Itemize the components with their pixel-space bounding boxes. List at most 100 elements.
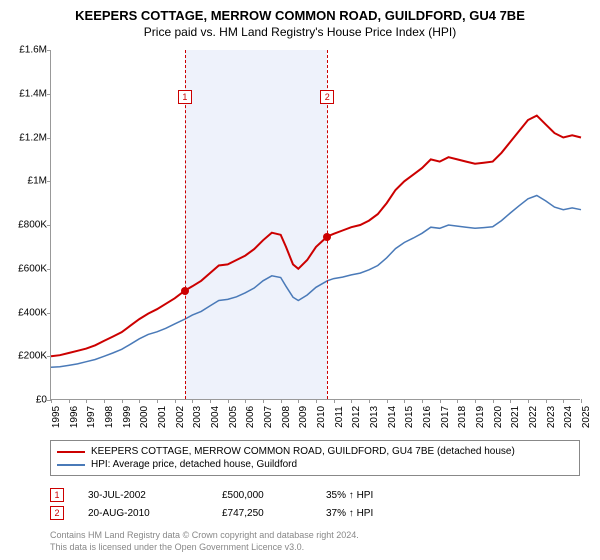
y-axis-tick-label: £800K [18,220,47,231]
sale-diff-vs-hpi: 37% ↑ HPI [326,508,416,519]
sale-price: £500,000 [222,490,302,501]
legend-row: HPI: Average price, detached house, Guil… [57,458,573,471]
y-axis-tick-label: £1.4M [19,88,47,99]
y-axis-tick-label: £1M [28,176,47,187]
x-axis-tick-label: 2024 [563,406,574,428]
x-axis-tick [404,399,405,403]
x-axis-tick [510,399,511,403]
y-axis-tick [47,225,51,226]
footer-line-1: Contains HM Land Registry data © Crown c… [50,530,580,542]
y-axis-tick [47,138,51,139]
x-axis-tick-label: 2016 [422,406,433,428]
x-axis-tick [528,399,529,403]
x-axis-tick-label: 1999 [122,406,133,428]
x-axis-tick [351,399,352,403]
x-axis-tick-label: 2000 [139,406,150,428]
sale-price: £747,250 [222,508,302,519]
legend-box: KEEPERS COTTAGE, MERROW COMMON ROAD, GUI… [50,440,580,476]
x-axis-tick-label: 2015 [404,406,415,428]
line-chart-svg [51,50,580,399]
x-axis-tick [475,399,476,403]
sale-diff-vs-hpi: 35% ↑ HPI [326,490,416,501]
sale-number-badge: 1 [50,488,64,502]
x-axis-tick [69,399,70,403]
x-axis-tick [104,399,105,403]
x-axis-tick-label: 2009 [298,406,309,428]
sale-marker-badge: 1 [178,90,192,104]
x-axis-tick-label: 2004 [210,406,221,428]
x-axis-tick-label: 1996 [69,406,80,428]
legend-label: HPI: Average price, detached house, Guil… [91,459,297,470]
y-axis-tick-label: £1.6M [19,45,47,56]
chart-container: KEEPERS COTTAGE, MERROW COMMON ROAD, GUI… [0,0,600,560]
y-axis-tick-label: £600K [18,263,47,274]
sale-date: 30-JUL-2002 [88,490,198,501]
x-axis-tick-label: 2020 [493,406,504,428]
sale-number-badge: 2 [50,506,64,520]
x-axis-tick-label: 2019 [475,406,486,428]
x-axis-tick-label: 2006 [245,406,256,428]
x-axis-tick [263,399,264,403]
y-axis-tick [47,94,51,95]
y-axis-tick [47,269,51,270]
sale-point-marker [181,287,189,295]
x-axis-tick-label: 2023 [546,406,557,428]
x-axis-tick [228,399,229,403]
y-axis-tick [47,356,51,357]
x-axis-tick-label: 2008 [281,406,292,428]
x-axis-tick [316,399,317,403]
x-axis-tick-label: 2005 [228,406,239,428]
legend-swatch [57,464,85,466]
x-axis-tick [457,399,458,403]
x-axis-tick-label: 2010 [316,406,327,428]
x-axis-tick-label: 2014 [387,406,398,428]
legend-swatch [57,451,85,453]
legend-label: KEEPERS COTTAGE, MERROW COMMON ROAD, GUI… [91,446,515,457]
x-axis-tick-label: 2007 [263,406,274,428]
x-axis-tick [210,399,211,403]
y-axis-tick-label: £200K [18,351,47,362]
x-axis-tick-label: 1998 [104,406,115,428]
sales-table: 1 30-JUL-2002 £500,000 35% ↑ HPI 2 20-AUG-201… [50,486,580,522]
y-axis-tick [47,181,51,182]
x-axis-tick [175,399,176,403]
y-axis-tick-label: £1.2M [19,132,47,143]
title-block: KEEPERS COTTAGE, MERROW COMMON ROAD, GUI… [0,0,600,43]
x-axis-tick [440,399,441,403]
x-axis-tick [422,399,423,403]
legend-row: KEEPERS COTTAGE, MERROW COMMON ROAD, GUI… [57,445,573,458]
sale-row: 2 20-AUG-2010 £747,250 37% ↑ HPI [50,504,580,522]
footer-line-2: This data is licensed under the Open Gov… [50,542,580,554]
x-axis-tick-label: 2022 [528,406,539,428]
x-axis-tick [245,399,246,403]
x-axis-tick [281,399,282,403]
x-axis-tick-label: 2021 [510,406,521,428]
x-axis-tick [546,399,547,403]
series-line-property [51,116,581,357]
x-axis-tick-label: 2025 [581,406,592,428]
series-line-hpi [51,196,581,368]
x-axis-tick-label: 2013 [369,406,380,428]
x-axis-tick-label: 2011 [334,406,345,428]
x-axis-tick-label: 2012 [351,406,362,428]
y-axis-tick [47,313,51,314]
x-axis-tick [387,399,388,403]
x-axis-tick [298,399,299,403]
x-axis-tick-label: 2002 [175,406,186,428]
y-axis-tick [47,50,51,51]
sale-marker-badge: 2 [320,90,334,104]
x-axis-tick-label: 1997 [86,406,97,428]
page-title: KEEPERS COTTAGE, MERROW COMMON ROAD, GUI… [0,8,600,23]
x-axis-tick-label: 2018 [457,406,468,428]
sale-row: 1 30-JUL-2002 £500,000 35% ↑ HPI [50,486,580,504]
x-axis-tick-label: 2003 [192,406,203,428]
sale-date: 20-AUG-2010 [88,508,198,519]
y-axis-tick-label: £0 [36,395,47,406]
x-axis-tick-label: 2001 [157,406,168,428]
x-axis-tick-label: 2017 [440,406,451,428]
x-axis-tick [51,399,52,403]
page-subtitle: Price paid vs. HM Land Registry's House … [0,25,600,39]
x-axis-tick [581,399,582,403]
chart-plot-area: £0£200K£400K£600K£800K£1M£1.2M£1.4M£1.6M… [50,50,580,400]
x-axis-tick [86,399,87,403]
